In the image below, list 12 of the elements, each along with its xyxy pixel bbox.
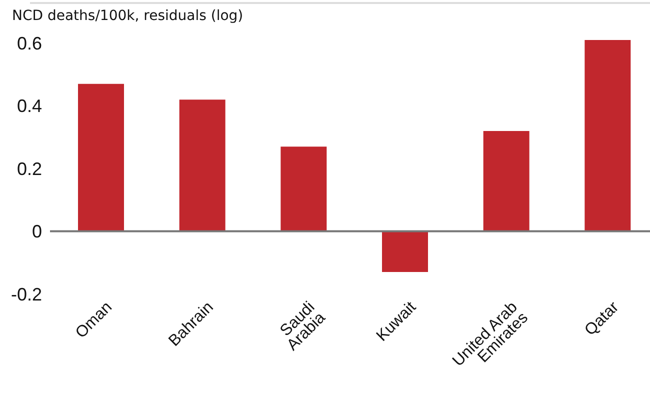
y-tick-label: 0 (32, 222, 42, 242)
y-axis-title: NCD deaths/100k, residuals (log) (12, 8, 244, 24)
bar (280, 146, 327, 232)
bar (179, 100, 226, 232)
bar (483, 130, 530, 232)
y-tick-label: 0.4 (16, 96, 42, 116)
y-tick-label: 0.2 (16, 158, 42, 179)
bar (584, 40, 631, 232)
y-tick-label: 0.6 (16, 34, 42, 54)
bar (78, 84, 124, 232)
bar (382, 231, 428, 272)
y-tick-label: -0.2 (10, 284, 42, 304)
